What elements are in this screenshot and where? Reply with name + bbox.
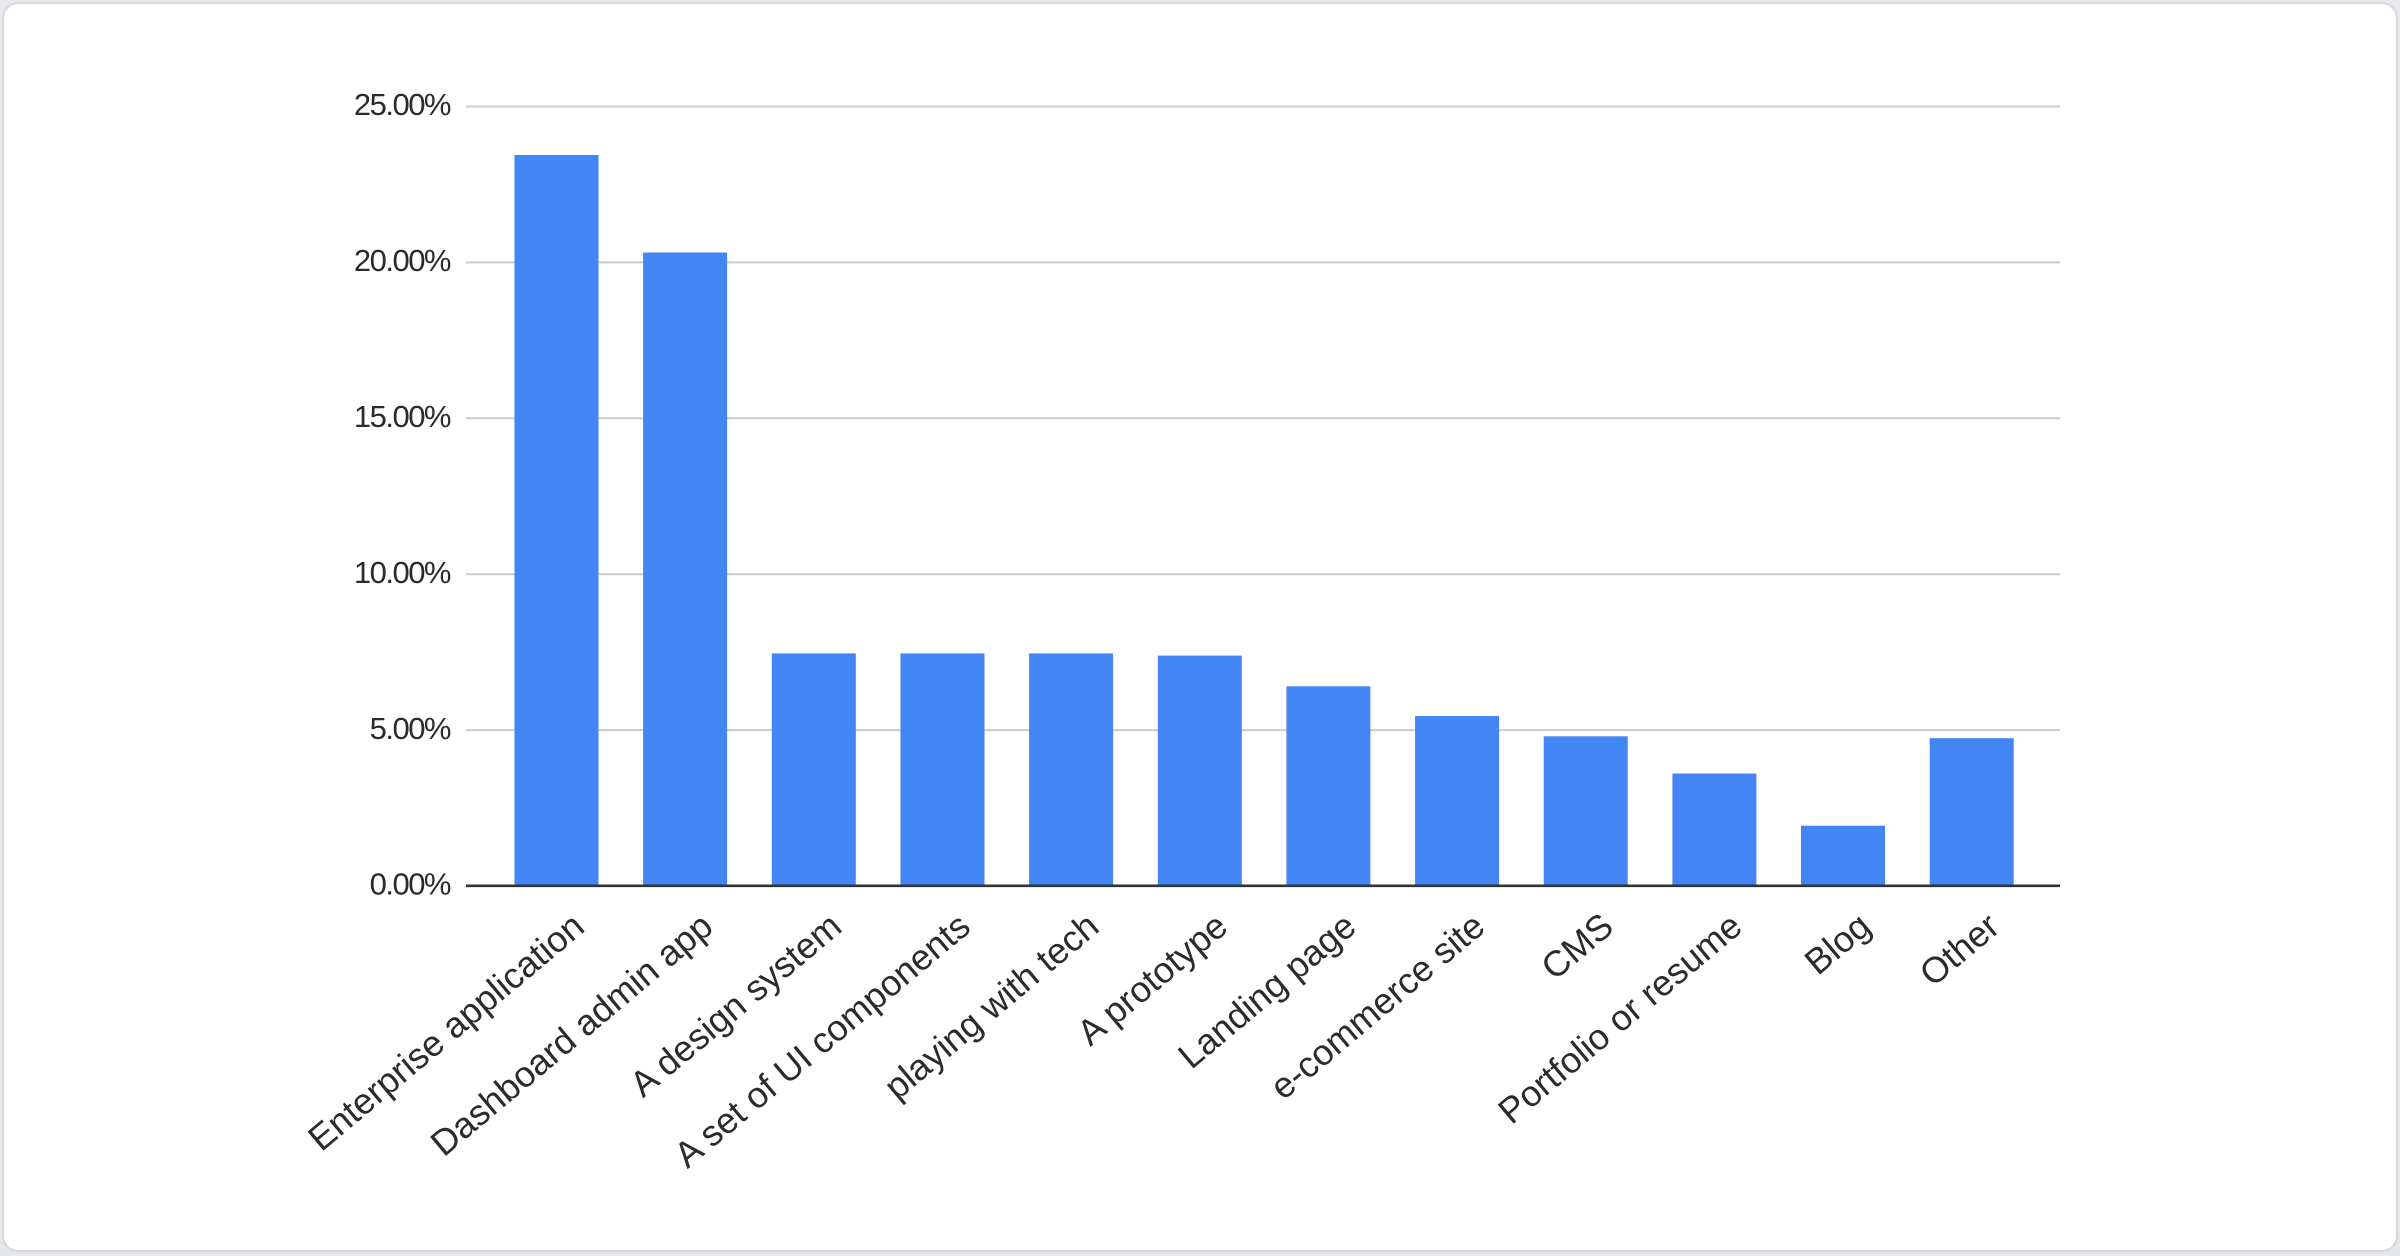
svg-text:playing with tech: playing with tech: [876, 905, 1106, 1107]
svg-text:15.00%: 15.00%: [354, 399, 451, 434]
svg-text:10.00%: 10.00%: [354, 555, 451, 590]
svg-text:Portfolio or resume: Portfolio or resume: [1490, 905, 1749, 1132]
svg-text:5.00%: 5.00%: [370, 711, 451, 746]
svg-text:20.00%: 20.00%: [354, 243, 451, 278]
svg-text:e-commerce site: e-commerce site: [1262, 905, 1492, 1107]
svg-text:Other: Other: [1912, 905, 2007, 994]
svg-text:Blog: Blog: [1797, 905, 1879, 983]
svg-text:CMS: CMS: [1533, 905, 1621, 988]
svg-text:25.00%: 25.00%: [354, 87, 451, 122]
svg-text:0.00%: 0.00%: [370, 867, 451, 902]
svg-text:A design system: A design system: [622, 905, 849, 1105]
